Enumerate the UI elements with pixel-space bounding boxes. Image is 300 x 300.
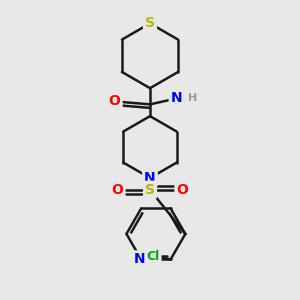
Text: Cl: Cl bbox=[146, 250, 160, 263]
Text: O: O bbox=[112, 183, 124, 197]
Text: N: N bbox=[134, 252, 146, 266]
Text: O: O bbox=[109, 94, 121, 108]
Text: H: H bbox=[188, 94, 197, 103]
Text: O: O bbox=[176, 183, 188, 197]
Text: N: N bbox=[171, 92, 182, 106]
Text: S: S bbox=[145, 183, 155, 197]
Text: S: S bbox=[145, 16, 155, 30]
Text: N: N bbox=[144, 171, 156, 185]
